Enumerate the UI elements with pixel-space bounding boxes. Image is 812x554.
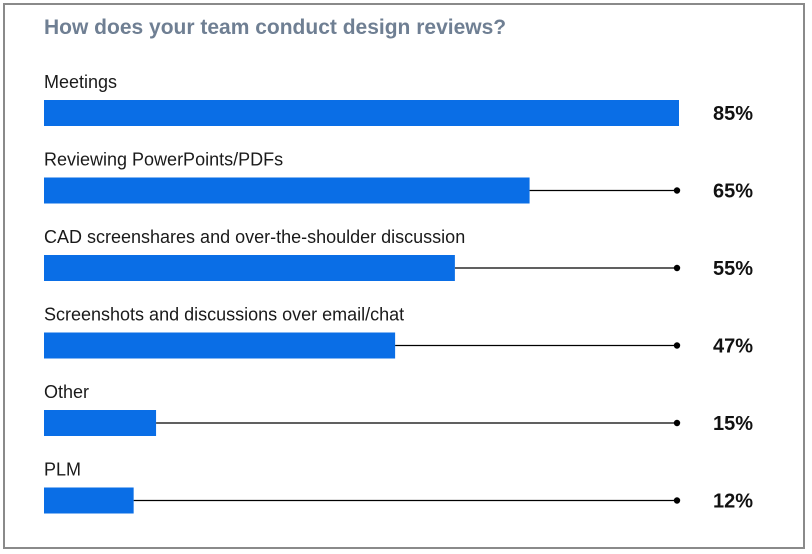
leader-dot: [673, 264, 681, 272]
bar: [44, 100, 679, 126]
leader-dot: [673, 419, 681, 427]
value-label: 12%: [713, 491, 753, 513]
leader-dot: [673, 497, 681, 504]
category-label: Other: [44, 382, 89, 402]
category-label: Screenshots and discussions over email/c…: [44, 305, 404, 325]
category-label: Reviewing PowerPoints/PDFs: [44, 150, 283, 170]
leader-dot: [673, 187, 681, 194]
category-label: PLM: [44, 460, 81, 480]
bar: [44, 487, 134, 514]
value-label: 85%: [713, 103, 753, 125]
value-label: 47%: [713, 336, 753, 358]
category-label: CAD screenshares and over-the-shoulder d…: [44, 227, 465, 247]
bar: [44, 255, 455, 281]
leader-dot: [673, 342, 681, 349]
value-label: 15%: [713, 413, 753, 435]
category-label: Meetings: [44, 72, 117, 92]
value-label: 65%: [713, 181, 753, 203]
bar: [44, 332, 396, 359]
bar: [44, 177, 530, 204]
value-label: 55%: [713, 258, 753, 280]
chart-title: How does your team conduct design review…: [44, 16, 507, 39]
bar: [44, 410, 157, 436]
